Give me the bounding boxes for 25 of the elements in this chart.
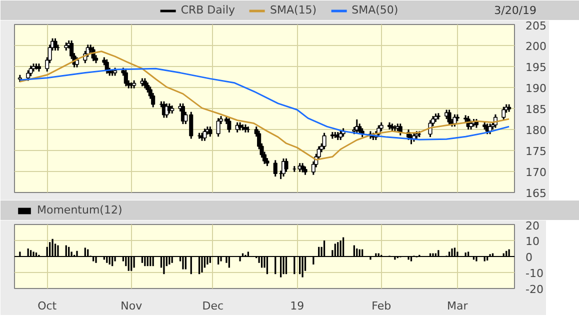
y-tick-label: 185 (526, 103, 546, 116)
y-tick-label: 0 (526, 251, 532, 264)
y-tick-label: 20 (526, 220, 540, 232)
y-tick-label: -20 (526, 283, 544, 296)
y-tick-label: 205 (526, 20, 546, 32)
x-tick-label: 19 (290, 300, 304, 312)
x-tick-label: Mar (447, 300, 468, 312)
y-tick-label: 10 (526, 235, 540, 248)
text: 3/20/19 (494, 4, 537, 17)
x-tick-label: Nov (120, 300, 143, 312)
x-tick-label: Feb (372, 300, 392, 312)
y-tick-label: -10 (526, 267, 544, 280)
y-tick-label: 190 (526, 82, 546, 95)
legend-label: SMA(50) (352, 4, 398, 16)
y-tick-label: 175 (526, 145, 546, 158)
legend-label: SMA(15) (270, 4, 317, 16)
legend-label: Momentum(12) (37, 204, 122, 216)
legend-label: CRB Daily (180, 4, 236, 16)
y-tick-label: 180 (526, 124, 546, 137)
y-tick-label: 165 (526, 187, 546, 200)
x-tick-label: Dec (202, 300, 224, 312)
y-tick-label: 200 (526, 40, 546, 53)
y-tick-label: 195 (526, 61, 546, 74)
y-tick-label: 170 (526, 166, 546, 179)
x-tick-label: Oct (38, 300, 58, 312)
